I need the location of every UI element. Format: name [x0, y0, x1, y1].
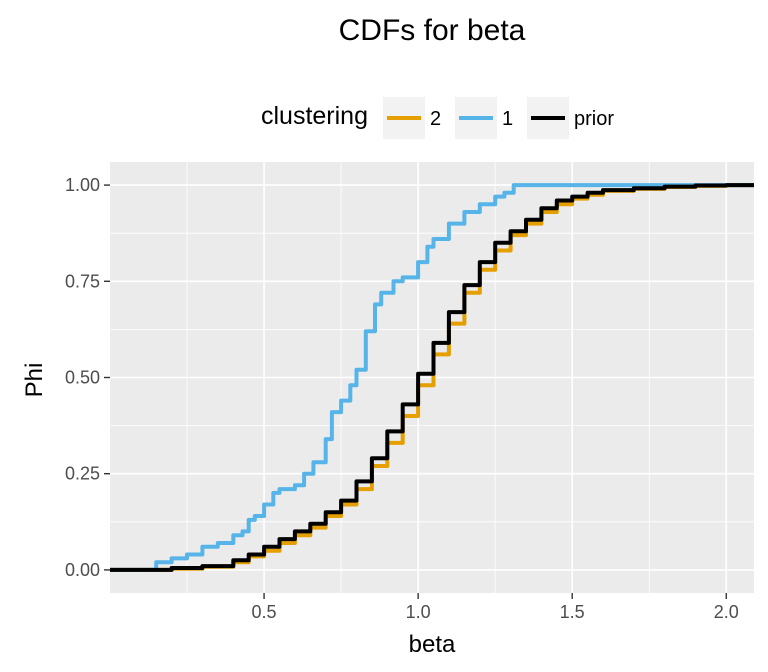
- y-axis: 0.00 0.25 0.50 0.75 1.00: [65, 175, 110, 580]
- y-axis-title: Phi: [21, 363, 48, 398]
- x-tick-label: 1.0: [406, 602, 431, 622]
- legend-label-2: 2: [430, 108, 441, 130]
- x-axis-title: beta: [409, 631, 456, 658]
- chart-title: CDFs for beta: [339, 14, 526, 47]
- y-tick-label: 0.25: [65, 464, 100, 484]
- x-tick-label: 2.0: [714, 602, 739, 622]
- y-tick-label: 1.00: [65, 175, 100, 195]
- x-tick-label: 0.5: [252, 602, 277, 622]
- legend: clustering 2 1 prior: [261, 97, 614, 139]
- legend-label-prior: prior: [574, 108, 614, 130]
- series-layer: [110, 183, 754, 572]
- y-tick-label: 0.75: [65, 271, 100, 291]
- legend-label-1: 1: [502, 108, 513, 130]
- series-line-1: [110, 183, 754, 572]
- y-tick-label: 0.50: [65, 368, 100, 388]
- series-line-prior: [110, 183, 754, 572]
- y-tick-label: 0.00: [65, 560, 100, 580]
- x-tick-label: 1.5: [560, 602, 585, 622]
- x-axis: 0.5 1.0 1.5 2.0: [252, 593, 739, 622]
- legend-title: clustering: [261, 102, 368, 130]
